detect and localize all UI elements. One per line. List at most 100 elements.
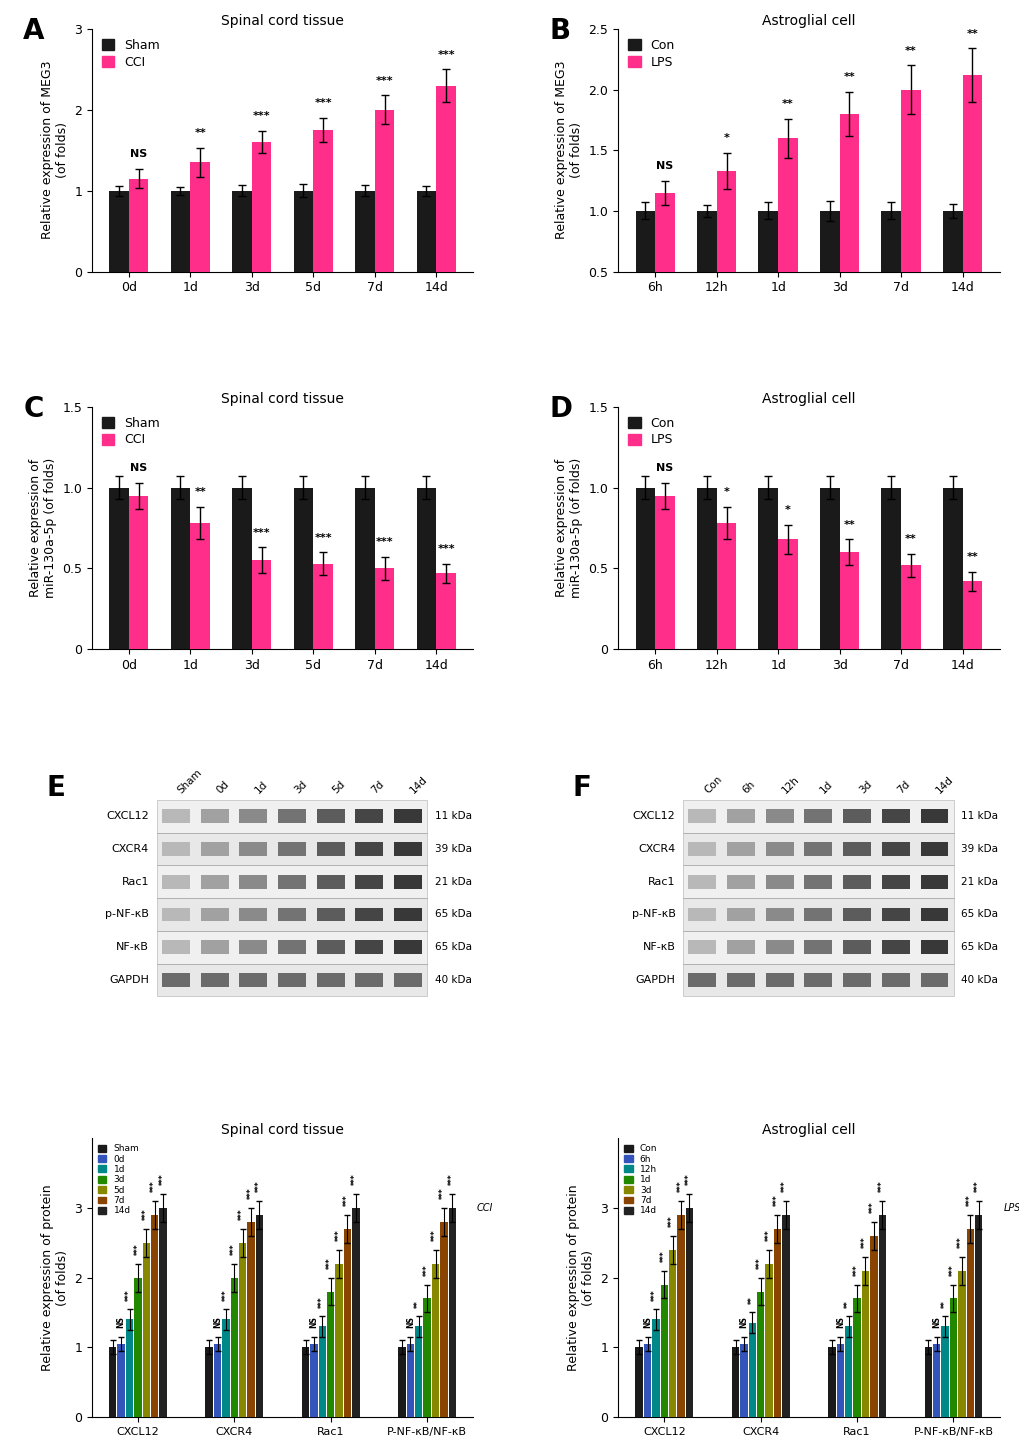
Bar: [804, 875, 832, 888]
Text: **: **: [966, 552, 977, 562]
Y-axis label: Relative expression of
miR-130a-5p (of folds): Relative expression of miR-130a-5p (of f…: [29, 458, 56, 599]
Bar: [654, 496, 675, 649]
Bar: [773, 1229, 781, 1417]
Text: 40 kDa: 40 kDa: [961, 975, 998, 985]
Bar: [393, 973, 422, 986]
Text: E: E: [46, 774, 65, 801]
Text: ***: ***: [973, 1181, 982, 1193]
Text: 14d: 14d: [933, 774, 955, 795]
Bar: [683, 833, 953, 865]
Bar: [415, 1326, 422, 1417]
Bar: [777, 539, 797, 649]
Bar: [920, 908, 948, 921]
Bar: [355, 487, 374, 649]
Text: **: **: [844, 1300, 852, 1307]
Bar: [252, 561, 271, 649]
Bar: [128, 496, 149, 649]
Bar: [238, 1242, 247, 1417]
Text: 11 kDa: 11 kDa: [961, 811, 998, 821]
Text: ***: ***: [877, 1181, 886, 1193]
Y-axis label: Relative expression of MEG3
(of folds): Relative expression of MEG3 (of folds): [41, 61, 68, 240]
Text: NS: NS: [406, 1317, 415, 1329]
Text: **: **: [904, 46, 916, 55]
Text: ***: ***: [772, 1194, 782, 1206]
Bar: [920, 940, 948, 954]
Text: 12h: 12h: [779, 774, 800, 795]
Text: ***: ***: [314, 532, 331, 542]
Bar: [949, 1299, 956, 1417]
Title: Astroglial cell: Astroglial cell: [761, 14, 855, 27]
Bar: [843, 875, 870, 888]
Bar: [683, 963, 953, 996]
Bar: [436, 85, 455, 272]
Text: 40 kDa: 40 kDa: [435, 975, 472, 985]
Text: CXCL12: CXCL12: [106, 811, 149, 821]
Text: CXCR4: CXCR4: [638, 844, 675, 855]
Text: 1d: 1d: [253, 779, 270, 795]
Bar: [109, 191, 128, 272]
Text: ***: ***: [781, 1181, 790, 1193]
Bar: [157, 898, 427, 931]
Bar: [765, 810, 793, 823]
Bar: [881, 908, 909, 921]
Bar: [222, 1319, 229, 1417]
Bar: [201, 810, 228, 823]
Text: **: **: [414, 1300, 423, 1307]
Text: **: **: [843, 519, 855, 529]
Bar: [157, 931, 427, 963]
Bar: [356, 940, 383, 954]
Bar: [393, 875, 422, 888]
Bar: [758, 487, 777, 649]
Bar: [397, 1348, 406, 1417]
Bar: [317, 842, 344, 856]
Bar: [143, 1242, 150, 1417]
Bar: [201, 842, 228, 856]
Bar: [157, 963, 427, 996]
Bar: [157, 865, 427, 898]
Bar: [162, 842, 190, 856]
Title: Astroglial cell: Astroglial cell: [761, 392, 855, 405]
Text: CXCR4: CXCR4: [112, 844, 149, 855]
Bar: [374, 110, 394, 272]
Text: ***: ***: [431, 1229, 439, 1241]
Bar: [881, 940, 909, 954]
Bar: [313, 130, 332, 272]
Bar: [317, 940, 344, 954]
Text: ***: ***: [860, 1236, 869, 1248]
Bar: [880, 487, 900, 649]
Text: **: **: [194, 487, 206, 497]
Text: D: D: [549, 395, 572, 422]
Bar: [843, 810, 870, 823]
Text: ***: ***: [868, 1202, 877, 1213]
Text: ***: ***: [221, 1288, 230, 1300]
Text: 3d: 3d: [291, 779, 308, 795]
Bar: [239, 842, 267, 856]
Text: NS: NS: [656, 161, 673, 171]
Bar: [151, 1215, 158, 1417]
Text: ***: ***: [447, 1174, 457, 1186]
Text: **: **: [782, 98, 793, 108]
Text: p-NF-κB: p-NF-κB: [105, 910, 149, 920]
Text: C: C: [23, 395, 44, 422]
Bar: [635, 487, 654, 649]
Legend: Con, LPS: Con, LPS: [624, 414, 678, 450]
Bar: [393, 908, 422, 921]
Bar: [278, 908, 306, 921]
Bar: [214, 1343, 221, 1417]
Bar: [685, 1207, 693, 1417]
Text: NF-κB: NF-κB: [642, 943, 675, 953]
Text: ***: ***: [142, 1209, 151, 1220]
Text: A: A: [23, 17, 45, 45]
Bar: [843, 940, 870, 954]
Bar: [881, 810, 909, 823]
Bar: [920, 875, 948, 888]
Bar: [920, 842, 948, 856]
Bar: [393, 810, 422, 823]
Bar: [920, 810, 948, 823]
Text: NS: NS: [309, 1317, 318, 1329]
Text: 7d: 7d: [369, 779, 385, 795]
Text: ***: ***: [326, 1258, 335, 1270]
Bar: [159, 1207, 166, 1417]
Bar: [727, 908, 754, 921]
Bar: [317, 973, 344, 986]
